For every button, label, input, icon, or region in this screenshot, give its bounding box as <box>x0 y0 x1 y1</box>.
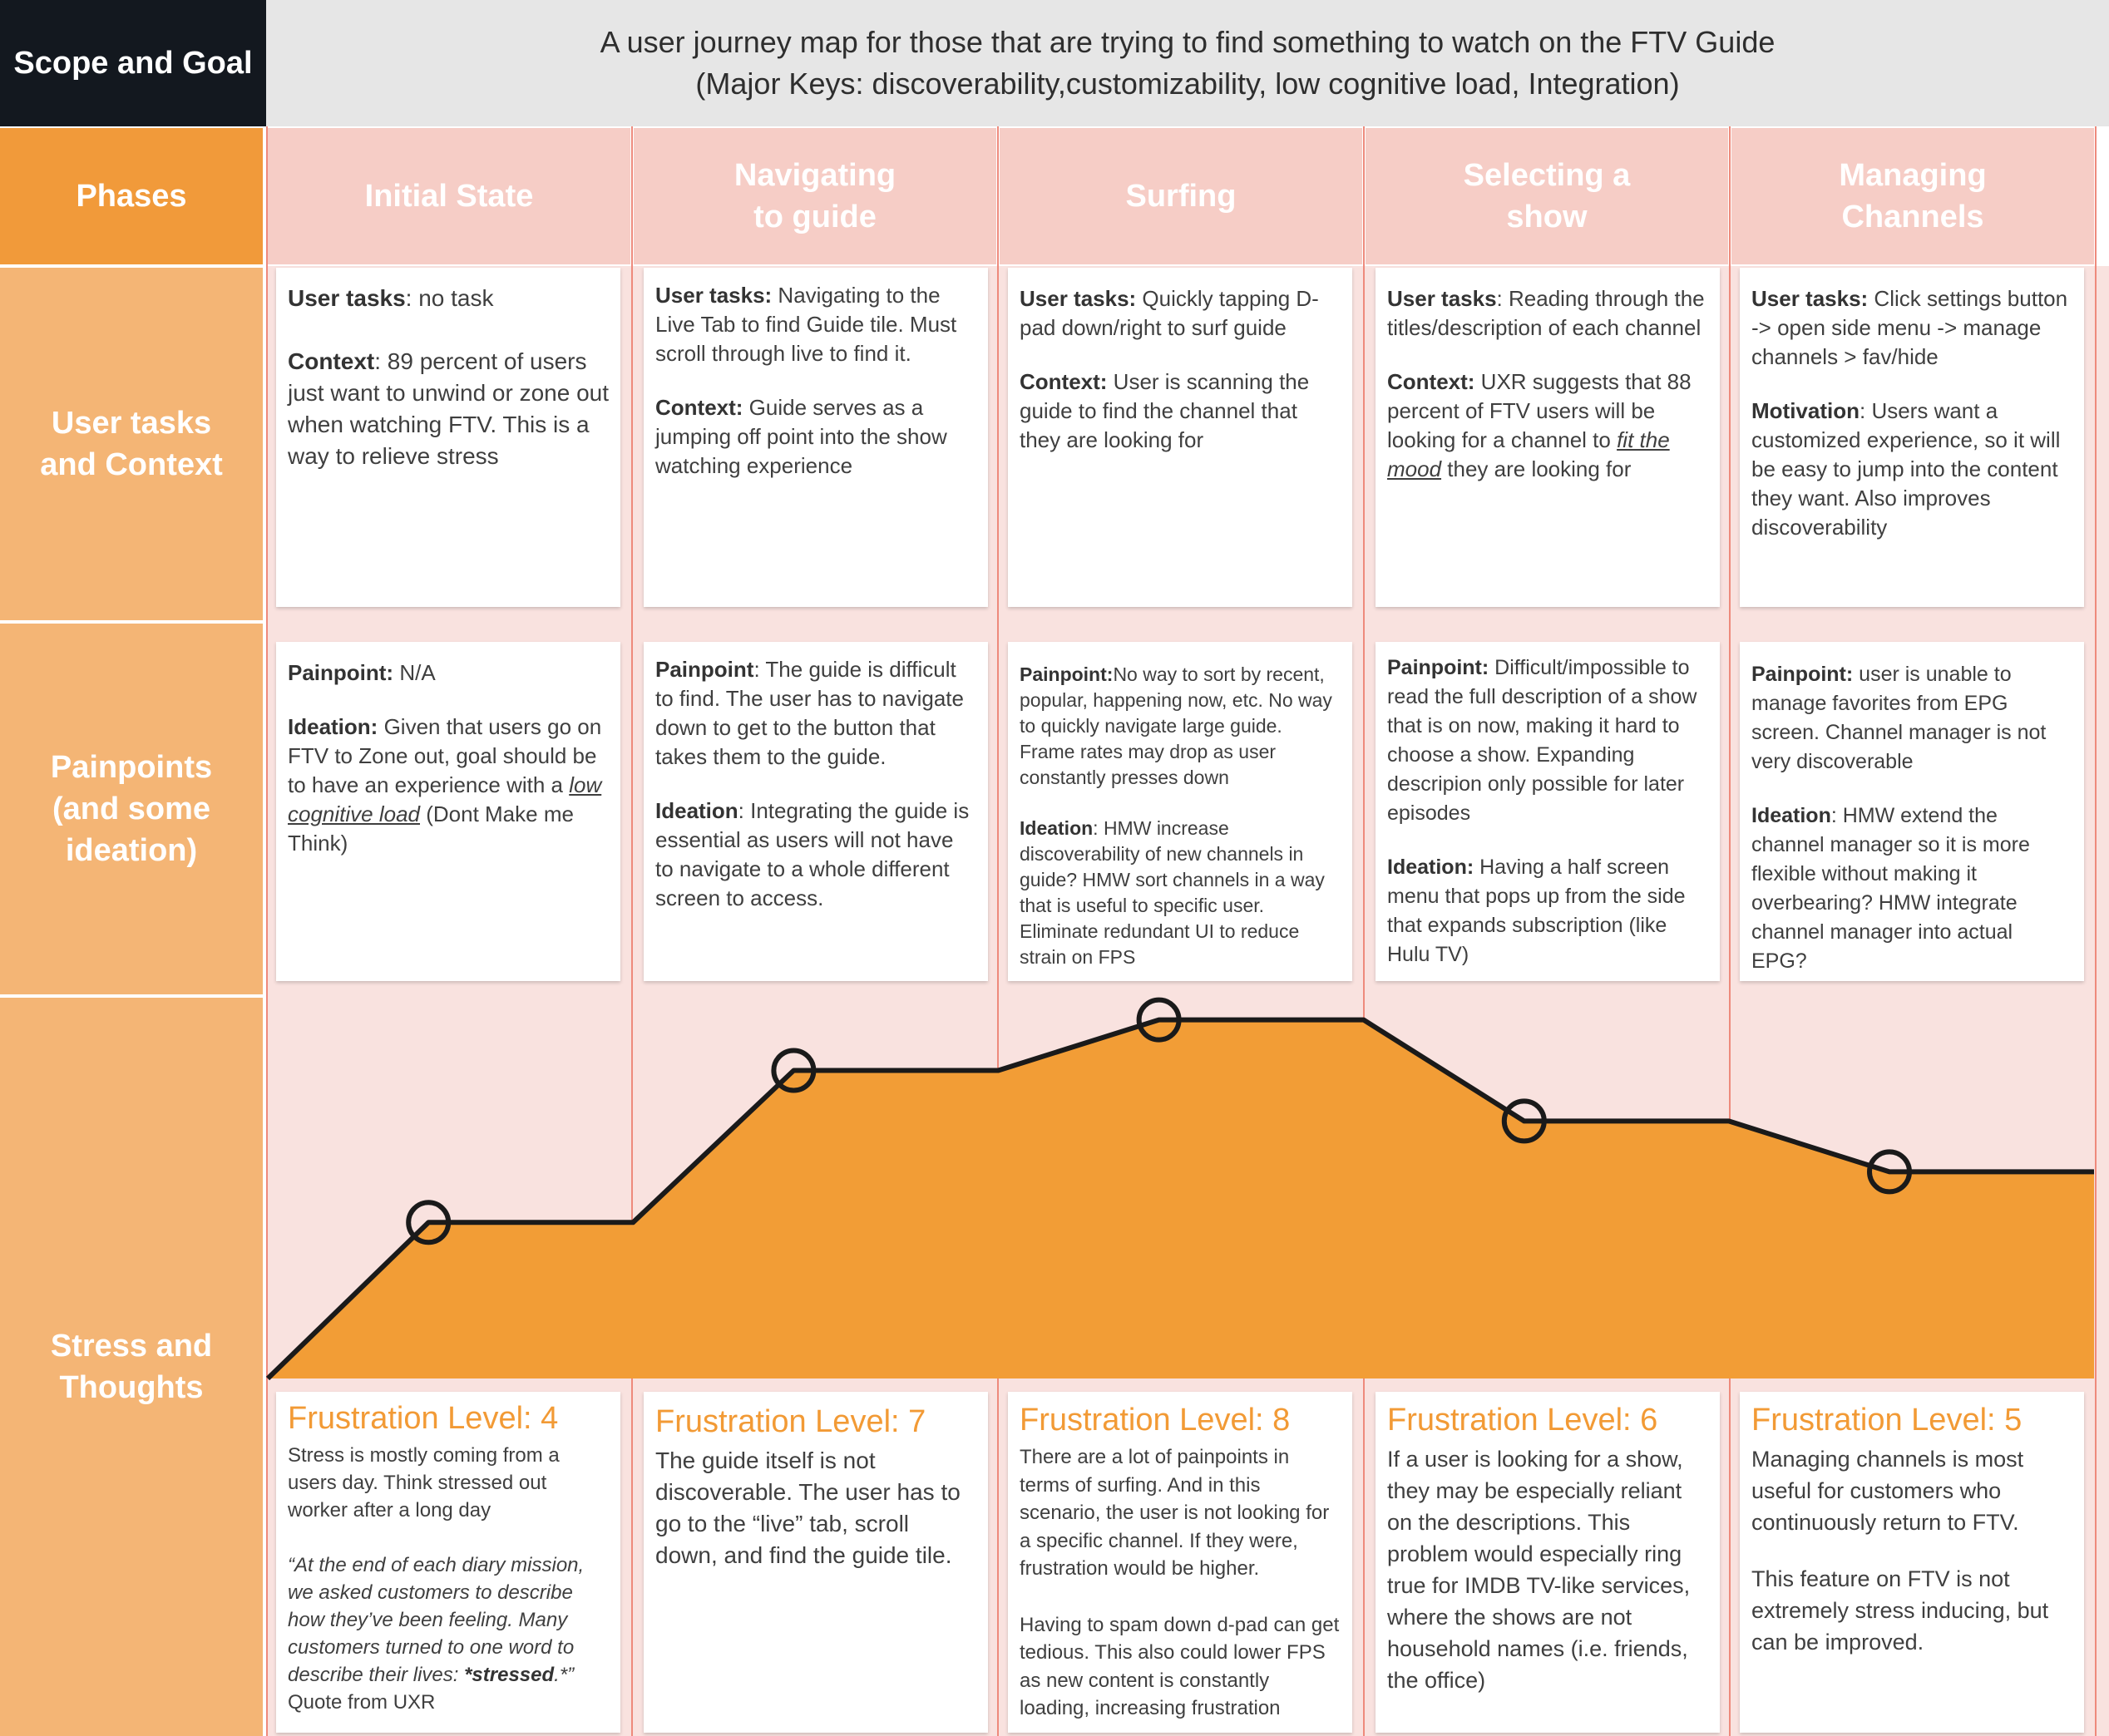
task-card-surfing: User tasks: Quickly tapping D-pad down/r… <box>1008 268 1352 607</box>
stress-marker-4 <box>1501 1098 1547 1144</box>
row-label-phases: Phases <box>0 128 263 264</box>
phase-navigating-to-guide: Navigating to guide <box>634 128 996 264</box>
task-card-managing: User tasks: Click settings button -> ope… <box>1740 268 2084 607</box>
pain-card-initial-state: Painpoint: N/A Ideation: Given that user… <box>276 642 620 981</box>
column-divider <box>997 126 999 1736</box>
stress-card-surfing: Frustration Level: 8 There are a lot of … <box>1008 1392 1352 1733</box>
column-divider <box>2095 126 2097 1736</box>
frustration-level: Frustration Level: 7 <box>655 1404 926 1439</box>
row-label-tasks: User tasks and Context <box>0 268 263 620</box>
task-card-selecting: User tasks: Reading through the titles/d… <box>1376 268 1720 607</box>
stress-card-selecting: Frustration Level: 6 If a user is lookin… <box>1376 1392 1720 1733</box>
stress-markers <box>406 997 1912 1245</box>
pain-card-managing: Painpoint: user is unable to manage favo… <box>1740 642 2084 981</box>
phase-surfing: Surfing <box>1000 128 1362 264</box>
stress-marker-2 <box>771 1048 817 1093</box>
row-label-painpoints: Painpoints (and some ideation) <box>0 624 263 994</box>
stress-card-managing: Frustration Level: 5 Managing channels i… <box>1740 1392 2084 1733</box>
stress-marker-3 <box>1136 997 1182 1043</box>
journey-map-title: A user journey map for those that are tr… <box>266 0 2109 126</box>
phase-initial-state: Initial State <box>268 128 630 264</box>
frustration-level: Frustration Level: 8 <box>1020 1403 1291 1438</box>
stress-area <box>268 1019 2094 1378</box>
frustration-level: Frustration Level: 4 <box>288 1401 559 1436</box>
stress-card-initial-state: Frustration Level: 4 Stress is mostly co… <box>276 1392 620 1733</box>
stress-card-navigating: Frustration Level: 7 The guide itself is… <box>644 1392 988 1733</box>
pain-card-navigating: Painpoint: The guide is difficult to fin… <box>644 642 988 981</box>
column-divider <box>266 126 268 1736</box>
phase-selecting-a-show: Selecting a show <box>1366 128 1728 264</box>
subtitle-text: (Major Keys: discoverability,customizabi… <box>695 67 1680 101</box>
column-divider <box>1729 126 1731 1736</box>
scope-and-goal-label: Scope and Goal <box>0 0 266 126</box>
pain-card-selecting: Painpoint: Difficult/impossible to read … <box>1376 642 1720 981</box>
stress-marker-1 <box>406 1200 452 1245</box>
frustration-level: Frustration Level: 6 <box>1387 1403 1658 1438</box>
task-card-navigating: User tasks: Navigating to the Live Tab t… <box>644 268 988 607</box>
row-label-stress: Stress and Thoughts <box>0 998 263 1736</box>
pain-card-surfing: Painpoint:No way to sort by recent, popu… <box>1008 642 1352 981</box>
task-card-initial-state: User tasks: no task Context: 89 percent … <box>276 268 620 607</box>
column-divider <box>631 126 633 1736</box>
stress-marker-5 <box>1867 1149 1912 1195</box>
title-text: A user journey map for those that are tr… <box>600 25 1776 59</box>
column-divider <box>1363 126 1365 1736</box>
frustration-level: Frustration Level: 5 <box>1751 1403 2023 1438</box>
stress-line <box>265 1017 2094 1381</box>
phase-managing-channels: Managing Channels <box>1731 128 2094 264</box>
